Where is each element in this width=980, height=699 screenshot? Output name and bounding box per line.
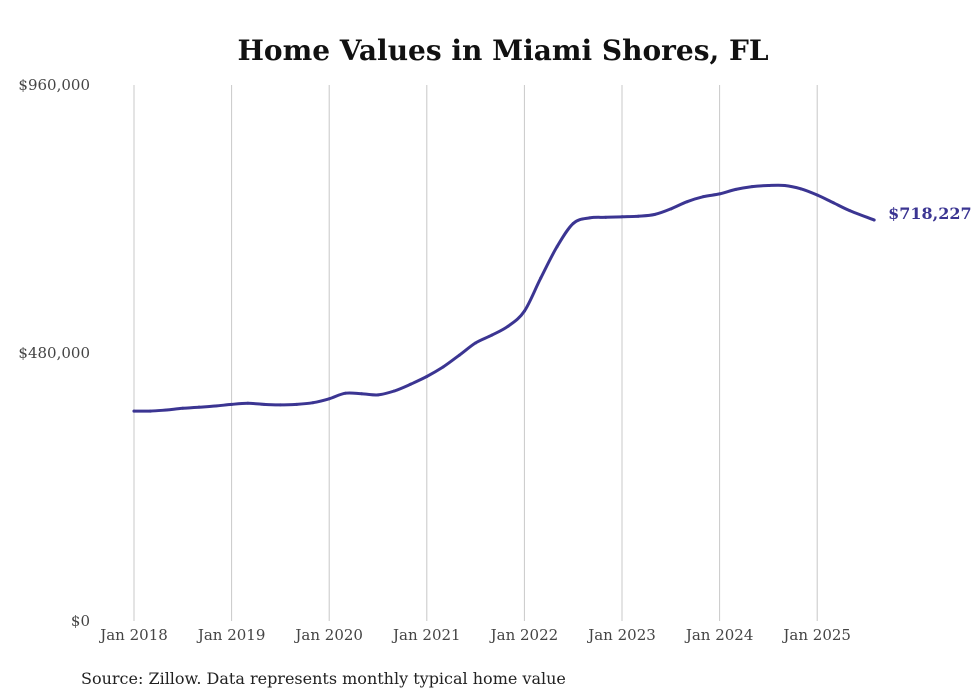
data-point: [701, 195, 705, 199]
data-point: [278, 403, 282, 407]
data-point: [734, 187, 738, 191]
gridlines: [133, 85, 818, 621]
data-point: [360, 392, 364, 396]
data-point: [620, 215, 624, 219]
data-point: [799, 187, 803, 191]
y-tick-label: $960,000: [18, 76, 90, 94]
data-point: [750, 185, 754, 189]
data-point: [392, 389, 396, 393]
chart-title: Home Values in Miami Shores, FL: [237, 34, 768, 67]
x-tick-label: Jan 2023: [586, 626, 656, 644]
x-tick-label: Jan 2025: [781, 626, 851, 644]
x-axis-ticks: Jan 2018 Jan 2019 Jan 2020 Jan 2021 Jan 2022…: [98, 626, 851, 644]
data-point: [571, 221, 575, 225]
data-point: [457, 353, 461, 357]
data-point: [831, 201, 835, 205]
data-point: [441, 365, 445, 369]
data-point: [848, 209, 852, 213]
data-point: [506, 324, 510, 328]
series-line: [132, 183, 876, 413]
x-tick-label: Jan 2021: [391, 626, 461, 644]
data-point: [474, 341, 478, 345]
data-point: [685, 200, 689, 204]
data-point: [539, 276, 543, 280]
data-point: [148, 409, 152, 413]
data-point: [604, 215, 608, 219]
last-value-label: $718,227: [888, 204, 972, 223]
y-tick-label: $480,000: [18, 344, 90, 362]
data-point: [197, 405, 201, 409]
x-tick-label: Jan 2024: [684, 626, 754, 644]
data-point: [295, 402, 299, 406]
data-point: [343, 391, 347, 395]
x-tick-label: Jan 2019: [196, 626, 266, 644]
source-note: Source: Zillow. Data represents monthly …: [81, 669, 566, 688]
data-point: [311, 401, 315, 405]
data-point: [132, 409, 136, 413]
data-point: [653, 213, 657, 217]
data-point: [246, 401, 250, 405]
x-tick-label: Jan 2020: [293, 626, 363, 644]
data-point: [409, 382, 413, 386]
data-point: [181, 406, 185, 410]
y-axis-ticks: $960,000 $480,000 $0: [18, 76, 90, 630]
data-point: [783, 184, 787, 187]
data-point: [230, 402, 234, 406]
x-tick-label: Jan 2018: [98, 626, 168, 644]
data-point: [376, 393, 380, 397]
data-point: [262, 402, 266, 406]
data-point: [718, 192, 722, 196]
y-tick-label: $0: [71, 612, 90, 630]
data-points: [132, 184, 876, 413]
data-point: [425, 374, 429, 378]
data-point: [213, 404, 217, 408]
data-point: [165, 408, 169, 412]
data-point: [522, 309, 526, 313]
data-point: [587, 216, 591, 220]
data-point: [490, 333, 494, 337]
data-point: [636, 214, 640, 218]
data-point: [555, 245, 559, 249]
x-tick-label: Jan 2022: [489, 626, 559, 644]
data-point: [766, 184, 770, 187]
data-point: [327, 397, 331, 401]
data-point: [815, 193, 819, 197]
data-point: [669, 207, 673, 211]
data-point: [872, 218, 876, 222]
